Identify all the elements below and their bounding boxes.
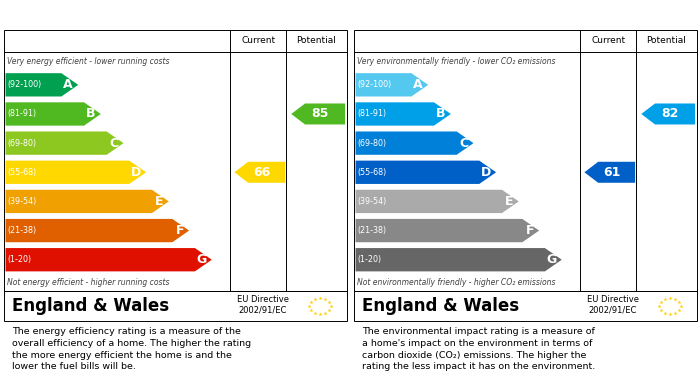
Text: 61: 61 xyxy=(603,166,620,179)
Text: Potential: Potential xyxy=(297,36,337,45)
Polygon shape xyxy=(6,190,169,213)
Text: C: C xyxy=(109,136,118,150)
Polygon shape xyxy=(641,104,695,124)
Text: (21-38): (21-38) xyxy=(8,226,36,235)
Text: 82: 82 xyxy=(662,108,679,120)
Polygon shape xyxy=(356,161,496,184)
Text: (81-91): (81-91) xyxy=(8,109,36,118)
Polygon shape xyxy=(6,131,123,155)
Polygon shape xyxy=(356,131,473,155)
Polygon shape xyxy=(6,248,212,271)
Text: Current: Current xyxy=(241,36,275,45)
Text: Not environmentally friendly - higher CO₂ emissions: Not environmentally friendly - higher CO… xyxy=(357,278,555,287)
Text: E: E xyxy=(505,195,514,208)
Text: (55-68): (55-68) xyxy=(8,168,37,177)
Text: The environmental impact rating is a measure of
a home's impact on the environme: The environmental impact rating is a mea… xyxy=(362,327,595,371)
Polygon shape xyxy=(6,161,146,184)
Text: G: G xyxy=(197,253,206,266)
Text: (69-80): (69-80) xyxy=(8,139,36,148)
Polygon shape xyxy=(356,248,562,271)
Polygon shape xyxy=(6,102,101,126)
Text: (69-80): (69-80) xyxy=(358,139,386,148)
Polygon shape xyxy=(291,104,345,124)
Text: 66: 66 xyxy=(253,166,270,179)
Text: (92-100): (92-100) xyxy=(8,80,42,89)
Text: Very energy efficient - lower running costs: Very energy efficient - lower running co… xyxy=(7,57,169,66)
Text: EU Directive
2002/91/EC: EU Directive 2002/91/EC xyxy=(237,295,288,314)
Text: Not energy efficient - higher running costs: Not energy efficient - higher running co… xyxy=(7,278,169,287)
Polygon shape xyxy=(356,190,519,213)
Text: Environmental Impact (CO₂) Rating: Environmental Impact (CO₂) Rating xyxy=(362,8,624,22)
Text: (55-68): (55-68) xyxy=(358,168,387,177)
Polygon shape xyxy=(234,162,285,183)
Text: (21-38): (21-38) xyxy=(358,226,386,235)
Text: (1-20): (1-20) xyxy=(8,255,32,264)
Polygon shape xyxy=(356,102,451,126)
Text: (39-54): (39-54) xyxy=(358,197,387,206)
Text: (1-20): (1-20) xyxy=(358,255,382,264)
Polygon shape xyxy=(6,219,189,242)
Text: D: D xyxy=(481,166,491,179)
Text: The energy efficiency rating is a measure of the
overall efficiency of a home. T: The energy efficiency rating is a measur… xyxy=(12,327,251,371)
Text: B: B xyxy=(436,108,446,120)
Text: A: A xyxy=(64,78,73,91)
Text: Very environmentally friendly - lower CO₂ emissions: Very environmentally friendly - lower CO… xyxy=(357,57,555,66)
Text: A: A xyxy=(414,78,423,91)
Text: EU Directive
2002/91/EC: EU Directive 2002/91/EC xyxy=(587,295,638,314)
Text: England & Wales: England & Wales xyxy=(12,297,169,316)
Polygon shape xyxy=(356,73,428,97)
Polygon shape xyxy=(356,219,539,242)
Text: C: C xyxy=(459,136,468,150)
Text: E: E xyxy=(155,195,164,208)
Polygon shape xyxy=(584,162,635,183)
Text: Current: Current xyxy=(591,36,625,45)
Text: (92-100): (92-100) xyxy=(358,80,392,89)
Text: Energy Efficiency Rating: Energy Efficiency Rating xyxy=(12,8,195,22)
Text: (81-91): (81-91) xyxy=(358,109,386,118)
Text: F: F xyxy=(176,224,184,237)
Text: F: F xyxy=(526,224,534,237)
Text: B: B xyxy=(86,108,96,120)
Text: 85: 85 xyxy=(312,108,329,120)
Text: (39-54): (39-54) xyxy=(8,197,37,206)
Polygon shape xyxy=(6,73,78,97)
Text: G: G xyxy=(547,253,556,266)
Text: Potential: Potential xyxy=(647,36,687,45)
Text: D: D xyxy=(131,166,141,179)
Text: England & Wales: England & Wales xyxy=(362,297,519,316)
